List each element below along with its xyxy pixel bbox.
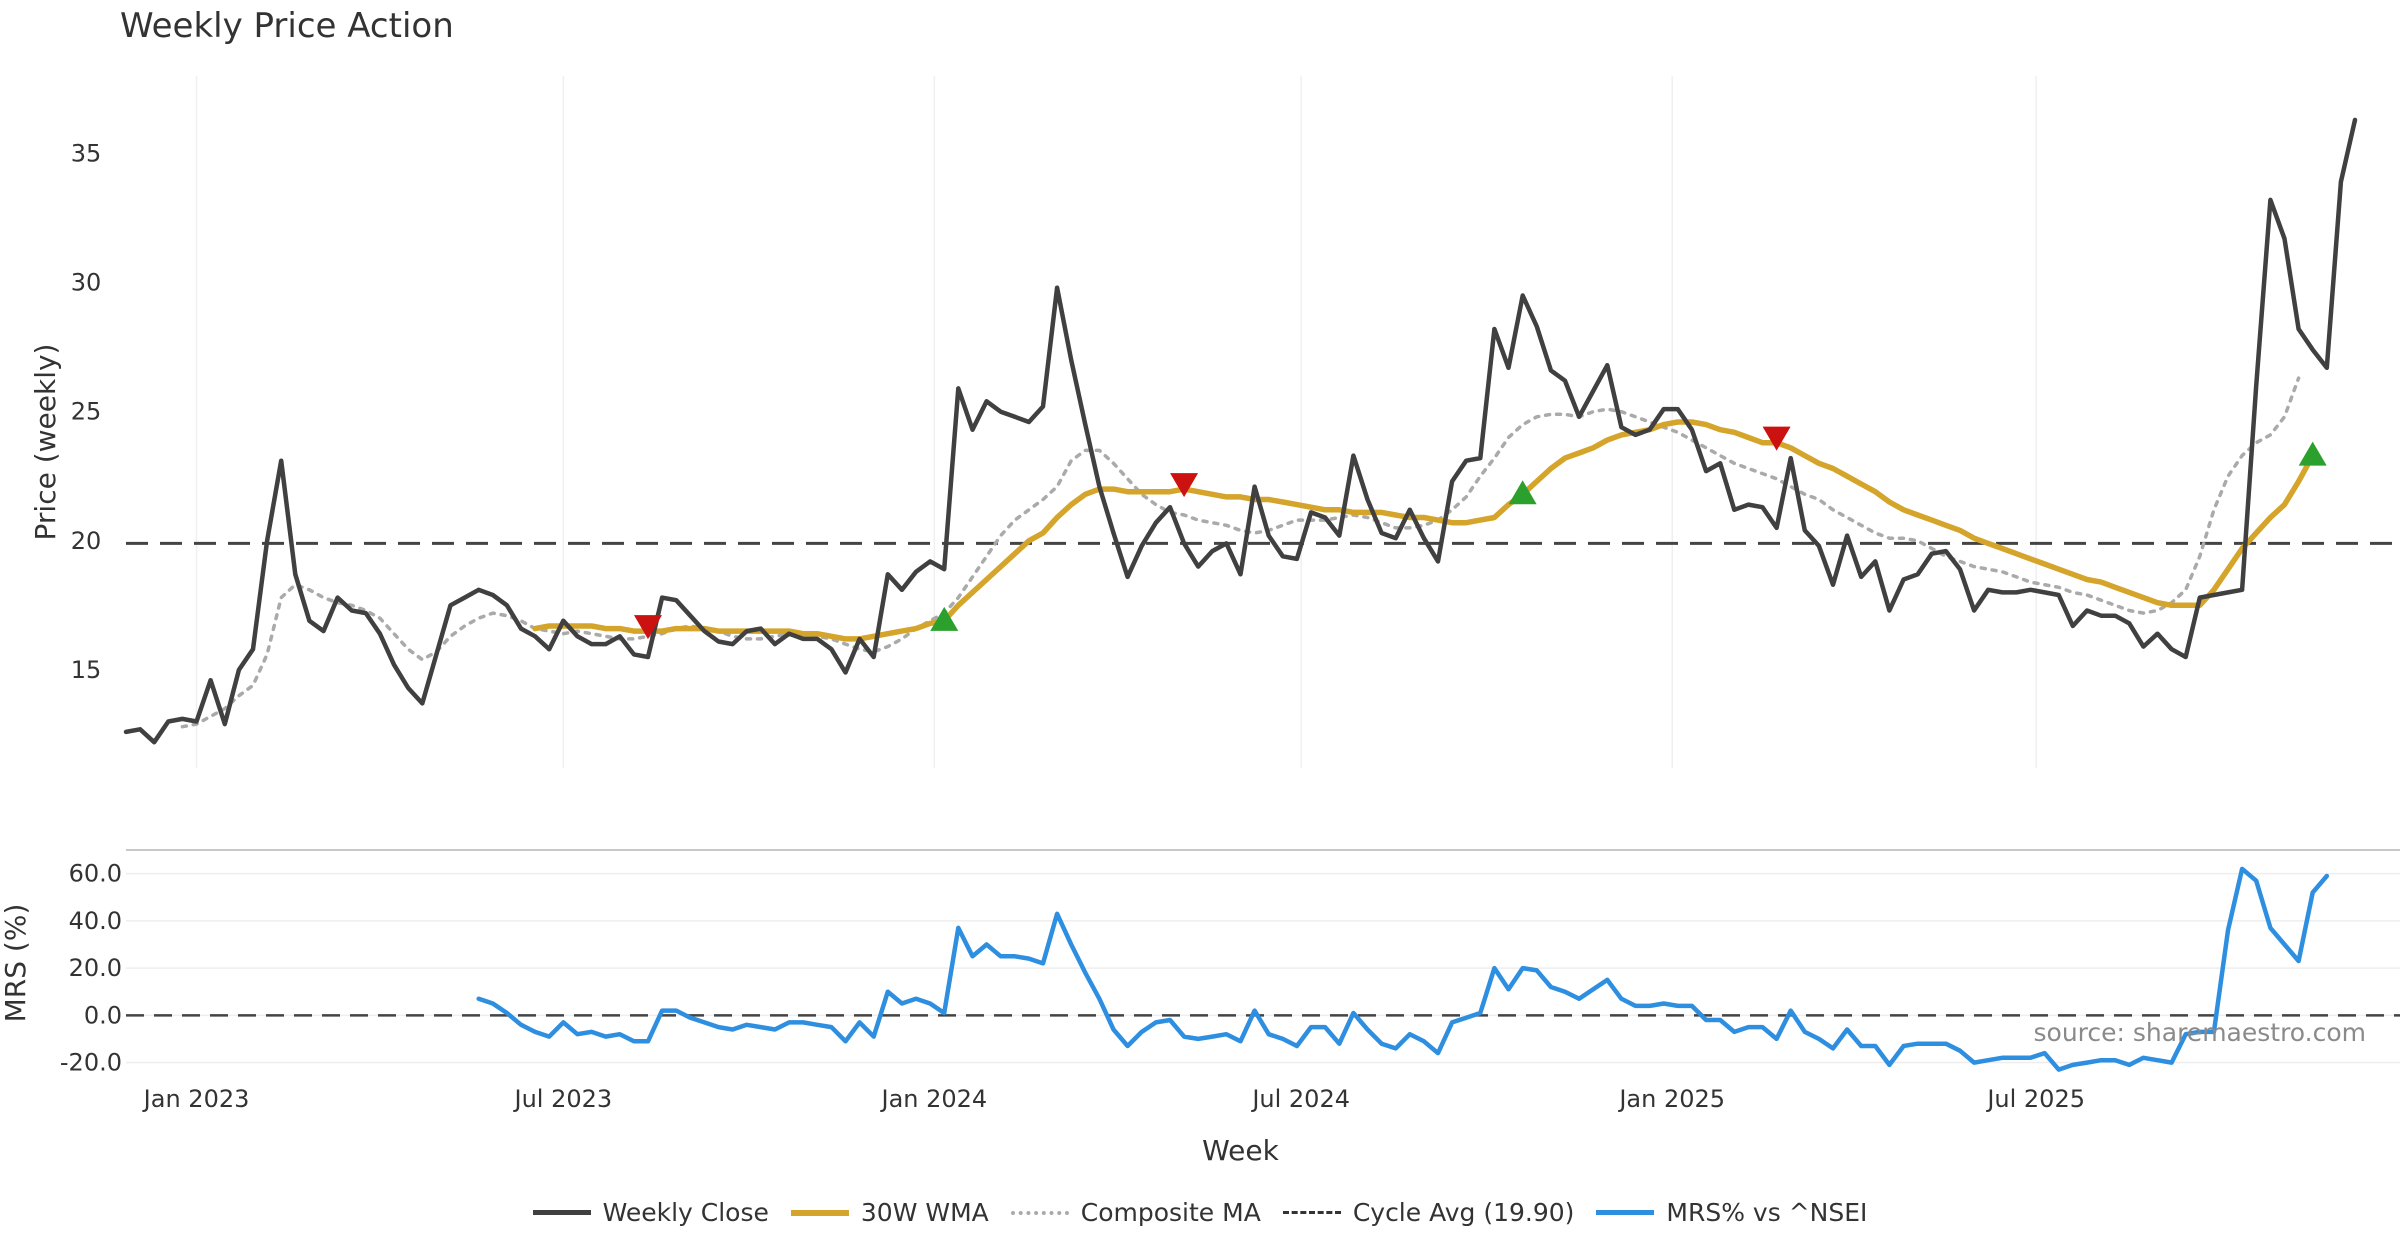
- buy-signal-marker: [2298, 441, 2327, 466]
- mrs-y-axis-label: MRS (%): [0, 904, 32, 1023]
- sell-signal-marker: [1762, 426, 1791, 451]
- mrs-y-tick-label: 60.0: [69, 860, 122, 888]
- legend-swatch-composite-ma: [1010, 1210, 1069, 1215]
- price-y-tick-label: 30: [71, 269, 102, 297]
- legend-item-composite-ma[interactable]: Composite MA: [1010, 1198, 1261, 1227]
- legend-swatch-mrs: [1596, 1210, 1655, 1215]
- price-y-tick-label: 15: [71, 656, 102, 684]
- x-tick-label: Jan 2024: [880, 1085, 988, 1113]
- mrs-y-tick-label: 20.0: [69, 954, 122, 982]
- legend-label: Composite MA: [1080, 1198, 1261, 1227]
- legend-item-cycle-avg[interactable]: Cycle Avg (19.90): [1282, 1198, 1575, 1227]
- mrs-y-tick-label: 40.0: [69, 907, 122, 935]
- price-y-tick-label: 35: [71, 139, 102, 167]
- legend-label: MRS% vs ^NSEI: [1666, 1198, 1868, 1227]
- wma-30w-line: [532, 419, 2316, 642]
- weekly-close-line: [123, 117, 2358, 745]
- x-tick-label: Jul 2025: [1985, 1085, 2085, 1113]
- buy-signal-marker: [930, 606, 959, 631]
- price-y-tick-label: 25: [71, 398, 102, 426]
- sell-signal-marker: [1170, 473, 1199, 498]
- price-y-axis-label: Price (weekly): [29, 344, 62, 541]
- mrs-y-tick-label: 0.0: [84, 1001, 122, 1029]
- legend-swatch-cycle-avg: [1282, 1211, 1341, 1214]
- legend-swatch-weekly-close: [532, 1210, 591, 1215]
- buy-signal-marker: [1508, 480, 1537, 505]
- x-tick-label: Jul 2023: [512, 1085, 612, 1113]
- legend-label: Weekly Close: [602, 1198, 769, 1227]
- chart-title: Weekly Price Action: [120, 6, 454, 46]
- mrs-line: [476, 866, 2330, 1072]
- x-axis-label: Week: [1202, 1134, 1279, 1167]
- x-tick-label: Jan 2023: [142, 1085, 250, 1113]
- price-y-tick-label: 20: [71, 527, 102, 555]
- legend: Weekly Close 30W WMA Composite MA Cycle …: [0, 1198, 2400, 1227]
- x-tick-label: Jan 2025: [1617, 1085, 1725, 1113]
- composite-ma-line: [180, 376, 2301, 729]
- sell-signal-marker: [633, 615, 662, 640]
- price-panel: 15 20 25 30 35 Price (weekly): [29, 76, 2400, 768]
- legend-label: Cycle Avg (19.90): [1352, 1198, 1575, 1227]
- legend-item-weekly-close[interactable]: Weekly Close: [532, 1198, 769, 1227]
- legend-label: 30W WMA: [860, 1198, 989, 1227]
- legend-item-30w-wma[interactable]: 30W WMA: [790, 1198, 989, 1227]
- x-tick-label: Jul 2024: [1250, 1085, 1350, 1113]
- source-note: source: sharemaestro.com: [2033, 1018, 2367, 1047]
- legend-swatch-30w-wma: [790, 1209, 849, 1216]
- mrs-y-tick-label: -20.0: [60, 1049, 122, 1077]
- legend-item-mrs[interactable]: MRS% vs ^NSEI: [1596, 1198, 1867, 1227]
- mrs-panel: Jan 2023 Jul 2023 Jan 2024 Jul 2024 Jan 2025…: [0, 849, 2400, 1167]
